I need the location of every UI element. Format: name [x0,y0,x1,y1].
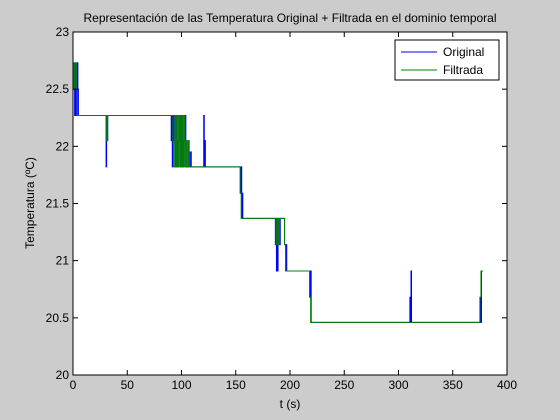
x-tick-label: 100 [171,378,191,392]
chart-title: Representación de las Temperatura Origin… [84,11,497,25]
y-tick-label: 23 [56,25,70,39]
legend-label: Original [443,45,484,59]
x-axis-label: t (s) [280,397,301,411]
x-tick-label: 0 [70,378,77,392]
plot-area: 0 50 100 150 200 250 300 350 400 20 20.5 21 21.5 22 22… [46,25,518,392]
legend-box [394,39,500,81]
y-tick-label: 22 [56,139,70,153]
x-tick-label: 250 [334,378,354,392]
y-tick-label: 21.5 [46,197,70,211]
y-tick-label: 20 [56,368,70,382]
x-tick-label: 50 [121,378,135,392]
x-tick-label: 200 [280,378,300,392]
x-tick-label: 150 [226,378,246,392]
series-layer [73,62,484,323]
y-axis-label: Temperatura (ºC) [23,157,37,249]
y-tick-label: 20.5 [46,311,70,325]
x-tick-label: 400 [497,378,517,392]
legend-label: Filtrada [443,63,483,77]
y-tick-label: 22.5 [46,82,70,96]
axes-background [73,32,507,375]
series-line-filtrada [73,62,484,323]
x-tick-label: 300 [388,378,408,392]
y-tick-label: 21 [56,254,70,268]
x-tick-label: 350 [443,378,463,392]
ticks-layer: 0 50 100 150 200 250 300 350 400 20 20.5 21 21.5 22 22… [46,25,518,392]
legend: Original Filtrada [394,39,500,81]
